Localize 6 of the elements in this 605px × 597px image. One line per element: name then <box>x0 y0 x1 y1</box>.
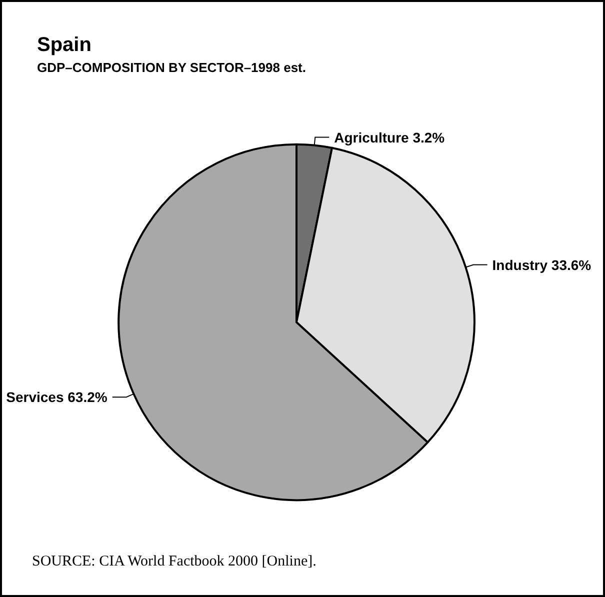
slice-label: Industry 33.6% <box>492 256 592 273</box>
source-note: SOURCE: CIA World Factbook 2000 [Online]. <box>32 554 316 570</box>
chart-subtitle: GDP–COMPOSITION BY SECTOR–1998 est. <box>37 60 306 75</box>
slice-label: Services 63.2% <box>6 389 108 406</box>
chart-title: Spain <box>37 34 92 56</box>
slice-label: Agriculture 3.2% <box>334 129 446 146</box>
